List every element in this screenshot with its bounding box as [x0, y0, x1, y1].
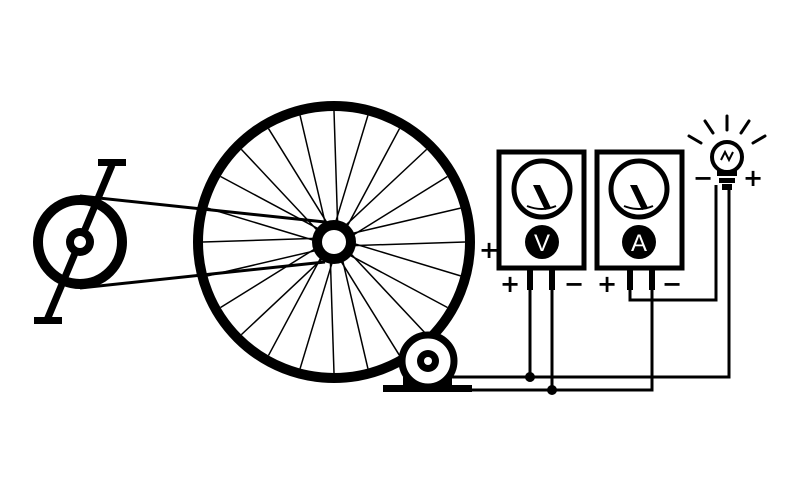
voltmeter-plus-terminal-label: +	[500, 270, 520, 298]
wheel-spoke	[348, 254, 448, 309]
wheel-spoke	[353, 242, 461, 277]
wheel-spoke	[299, 115, 327, 225]
wire-junctions	[525, 372, 557, 395]
wheel-spoke	[351, 207, 461, 235]
wheel-spoke	[267, 256, 322, 356]
voltmeter-icon: V	[496, 149, 587, 290]
light-rays	[687, 114, 767, 145]
wheel-spoke	[340, 260, 401, 356]
wheel-spoke	[329, 261, 335, 374]
wheel-spoke	[240, 148, 319, 232]
light-bulb-icon	[687, 114, 767, 190]
wheel-spoke	[299, 261, 334, 369]
ammeter-plus-terminal-label: +	[597, 270, 617, 298]
bicycle-wheel-icon	[193, 101, 475, 383]
bulb-plus-terminal-label: +	[743, 164, 763, 192]
generator-icon	[383, 331, 472, 392]
wheel-spoke	[333, 110, 339, 223]
wheel-spoke	[344, 148, 428, 227]
ammeter-icon: A	[594, 149, 685, 290]
ammeter-minus-terminal-label: −	[662, 270, 682, 298]
voltmeter-symbol: V	[534, 230, 550, 257]
wheel-spoke	[349, 252, 428, 336]
wheel-spoke	[341, 259, 369, 369]
wheel-spokes	[202, 110, 466, 374]
voltmeter-minus-terminal-label: −	[564, 270, 584, 298]
bulb-minus-terminal-label: −	[693, 164, 713, 192]
wheel-spoke	[352, 175, 448, 236]
wheel-spoke	[353, 241, 466, 247]
wheel-spoke	[207, 249, 317, 277]
wheel-spoke	[220, 175, 320, 230]
wheel-spoke	[207, 207, 315, 242]
wheel-spoke	[240, 257, 324, 336]
wheel-spoke	[220, 248, 316, 309]
wheel-spoke	[346, 128, 401, 228]
ammeter-symbol: A	[631, 230, 647, 257]
wheel-spoke	[334, 115, 369, 223]
voltmeter-side-plus-label: +	[479, 236, 499, 264]
wheel-spoke	[267, 128, 328, 224]
wheel-spoke	[202, 237, 315, 243]
pedal-crank-icon	[33, 159, 127, 324]
